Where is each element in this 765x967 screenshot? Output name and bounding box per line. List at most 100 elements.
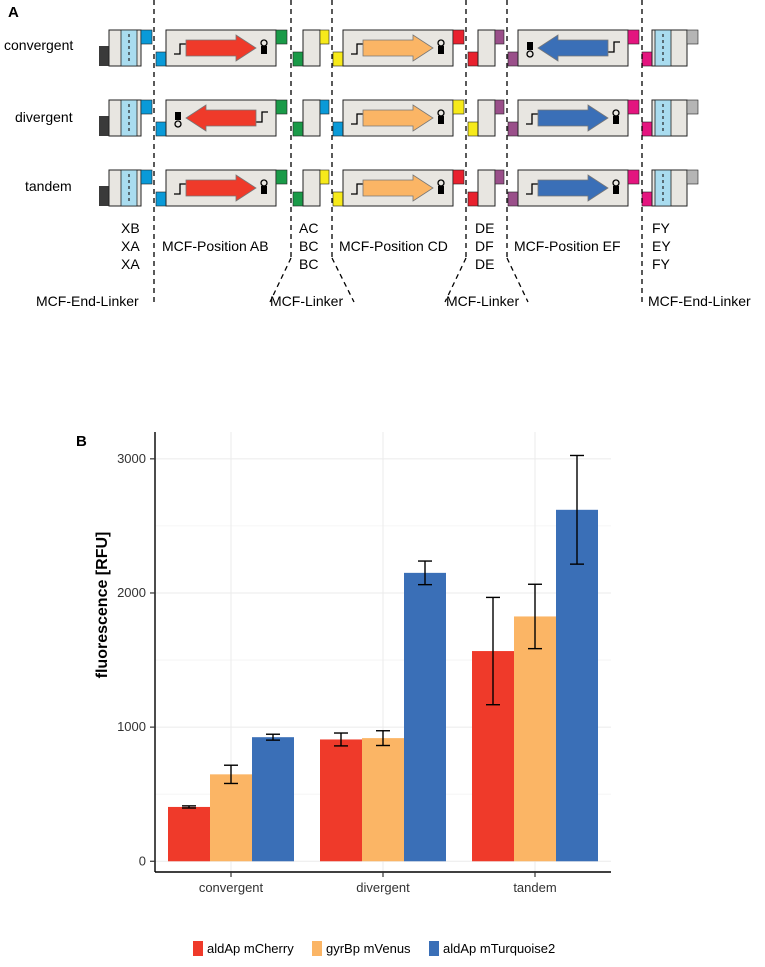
gene-arrow — [537, 34, 609, 62]
position-right-tab — [275, 169, 288, 185]
linker-box — [302, 29, 321, 67]
terminator-icon — [526, 50, 534, 58]
position-right-tab — [275, 29, 288, 45]
gene-arrow — [362, 34, 434, 62]
code-mid2-1: DE — [475, 220, 494, 236]
end-stub-left — [99, 116, 109, 136]
position-left-tab — [155, 121, 167, 137]
terminator-stem — [438, 46, 444, 54]
code-mid2-3: DE — [475, 256, 494, 272]
terminator-stem — [613, 116, 619, 124]
position-right-tab — [275, 99, 288, 115]
bar-aldap-mturquoise2-convergent — [252, 737, 294, 862]
panel-a-letter: A — [8, 4, 19, 21]
position-left-tab — [507, 51, 519, 67]
row-label-tandem: tandem — [25, 178, 72, 194]
x-tick-label-convergent: convergent — [199, 880, 264, 895]
position-ef-label: MCF-Position EF — [514, 238, 621, 254]
bar-gyrbp-mvenus-divergent — [362, 738, 404, 862]
x-tick-label-tandem: tandem — [513, 880, 556, 895]
position-right-tab — [627, 29, 640, 45]
code-end-right-1: FY — [652, 220, 671, 236]
linker-right-tab — [319, 169, 330, 185]
position-right-tab — [627, 169, 640, 185]
construct-row-3 — [99, 169, 699, 207]
legend-label-1: gyrBp mVenus — [326, 941, 411, 956]
position-left-tab — [507, 191, 519, 207]
position-left-tab — [507, 121, 519, 137]
terminator-stem — [613, 186, 619, 194]
position-left-tab — [332, 51, 344, 67]
code-end-left-1: XB — [121, 220, 140, 236]
end-stub-left — [99, 186, 109, 206]
linker-label-2: MCF-Linker — [446, 293, 519, 309]
promoter-icon — [526, 183, 538, 195]
code-mid1-3: BC — [299, 256, 318, 272]
linker-left-tab — [292, 121, 304, 137]
end-stub-right — [686, 169, 699, 185]
code-mid1-2: BC — [299, 238, 318, 254]
linker-box — [302, 169, 321, 207]
legend-swatch-2 — [429, 941, 439, 956]
legend-swatch-0 — [193, 941, 203, 956]
promoter-icon — [526, 113, 538, 125]
linker-right-tab — [494, 29, 505, 45]
linker-left-tab — [467, 121, 479, 137]
separator-lines — [153, 0, 643, 303]
linker-right-tab — [494, 99, 505, 115]
connector-tab-right — [641, 191, 653, 207]
y-tick-label: 1000 — [117, 719, 146, 734]
chart-axes: 0 1000 2000 3000 convergent divergent tandem — [117, 432, 611, 895]
terminator-stem — [175, 112, 181, 120]
promoter-icon — [351, 43, 363, 55]
end-stub-right — [686, 99, 699, 115]
construct-row-1 — [99, 29, 699, 67]
gene-arrow — [185, 104, 257, 132]
linker-box — [477, 169, 496, 207]
code-end-right-2: EY — [652, 238, 671, 254]
position-box — [517, 29, 629, 67]
position-right-tab — [452, 99, 465, 115]
chart-error-bars — [182, 454, 584, 809]
connector-tab — [140, 29, 153, 45]
gene-arrow — [362, 174, 434, 202]
bar-aldap-mcherry-divergent — [320, 739, 362, 862]
linker-box — [477, 99, 496, 137]
bar-gyrbp-mvenus-convergent — [210, 774, 252, 862]
linker-label-1: MCF-Linker — [270, 293, 343, 309]
linker-right-tab — [319, 99, 330, 115]
promoter-icon — [174, 43, 186, 55]
chart-legend: aldAp mCherry gyrBp mVenus aldAp mTurquois… — [193, 941, 555, 956]
gene-arrow — [537, 104, 609, 132]
position-left-tab — [332, 191, 344, 207]
promoter-icon — [351, 113, 363, 125]
y-tick-label: 0 — [139, 853, 146, 868]
terminator-stem — [438, 116, 444, 124]
row-label-convergent: convergent — [4, 37, 73, 53]
panel-b-chart: B 0 1000 2000 3000 convergent divergent tandem… — [76, 432, 611, 956]
connector-tab — [140, 169, 153, 185]
legend-label-0: aldAp mCherry — [207, 941, 294, 956]
construct-rows — [99, 29, 699, 207]
position-left-tab — [332, 121, 344, 137]
end-linker-left-label: MCF-End-Linker — [36, 293, 139, 309]
end-stub-right — [686, 29, 699, 45]
position-right-tab — [452, 169, 465, 185]
promoter-icon — [256, 111, 268, 123]
bar-aldap-mturquoise2-divergent — [404, 572, 446, 862]
linker-left-tab — [467, 191, 479, 207]
linker-box — [477, 29, 496, 67]
code-end-left-2: XA — [121, 238, 140, 254]
code-end-right-3: FY — [652, 256, 671, 272]
code-end-left-3: XA — [121, 256, 140, 272]
promoter-icon — [174, 183, 186, 195]
construct-row-2 — [99, 99, 699, 137]
x-tick-label-divergent: divergent — [356, 880, 410, 895]
end-linker-right-label: MCF-End-Linker — [648, 293, 751, 309]
linker-left-tab — [292, 191, 304, 207]
code-mid1-1: AC — [299, 220, 318, 236]
y-tick-label: 3000 — [117, 451, 146, 466]
bar-aldap-mturquoise2-tandem — [556, 509, 598, 862]
linker-left-tab — [467, 51, 479, 67]
gene-arrow — [537, 174, 609, 202]
